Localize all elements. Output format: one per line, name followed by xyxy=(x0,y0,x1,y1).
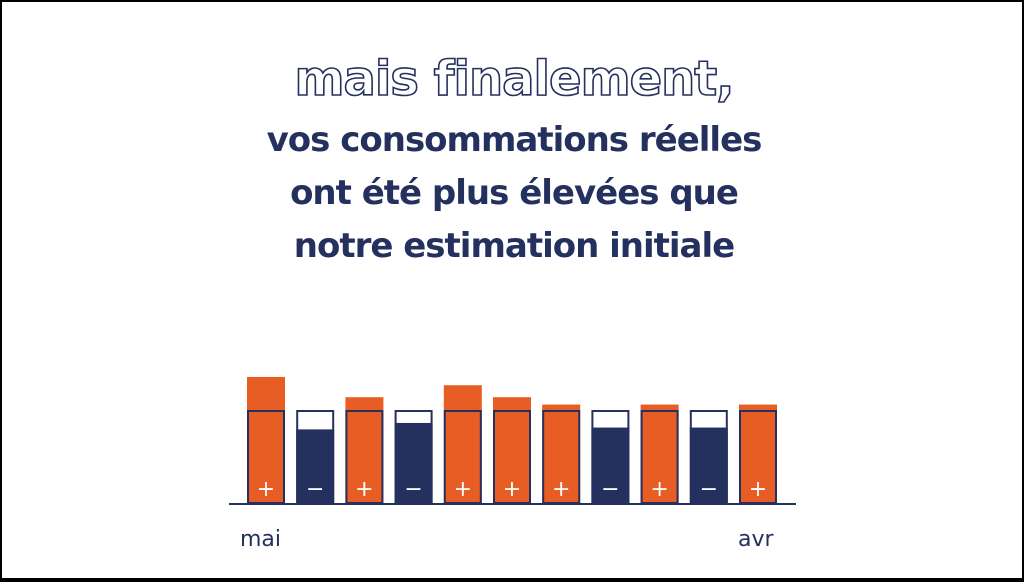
bar-actual xyxy=(345,397,384,503)
bar-actual xyxy=(493,397,531,503)
headline: mais finalement, xyxy=(294,50,736,108)
bar-group: − xyxy=(394,410,433,504)
bar-sign-label: − xyxy=(404,477,422,502)
bar-actual xyxy=(591,427,630,503)
bar-actual xyxy=(247,376,285,503)
x-label-end: avr xyxy=(738,527,774,552)
bar-sign-label: − xyxy=(306,477,324,502)
bar-sign-label: + xyxy=(454,477,472,502)
bar-actual xyxy=(443,385,482,503)
bar-group: + xyxy=(443,385,482,504)
bar-group: − xyxy=(296,410,335,504)
bar-actual xyxy=(394,422,433,503)
bar-group: − xyxy=(689,410,728,504)
bar-group: + xyxy=(493,397,531,504)
body-line-3: notre estimation initiale xyxy=(293,226,735,266)
bar-actual xyxy=(542,404,581,503)
bar-sign-label: − xyxy=(700,477,718,502)
bar-sign-label: + xyxy=(355,477,373,502)
bar-group: + xyxy=(345,397,384,504)
bar-actual xyxy=(739,404,777,503)
body-line-2: ont été plus élevées que xyxy=(290,173,739,213)
x-label-start: mai xyxy=(240,527,282,552)
bar-group: + xyxy=(542,404,581,504)
bar-actual xyxy=(296,429,335,503)
bar-actual xyxy=(689,427,728,503)
bar-group: + xyxy=(739,404,777,504)
bar-sign-label: + xyxy=(503,477,521,502)
bar-actual xyxy=(640,404,679,503)
body-text: vos consommations réelles ont été plus é… xyxy=(2,114,1022,273)
bar-sign-label: + xyxy=(552,477,570,502)
bar-group: + xyxy=(247,376,285,504)
body-line-1: vos consommations réelles xyxy=(266,120,763,160)
bar-sign-label: − xyxy=(601,477,619,502)
bar-sign-label: + xyxy=(650,477,668,502)
bar-sign-label: + xyxy=(749,477,767,502)
bar-group: − xyxy=(591,410,630,504)
bar-sign-label: + xyxy=(257,477,275,502)
bar-group: + xyxy=(640,404,679,504)
